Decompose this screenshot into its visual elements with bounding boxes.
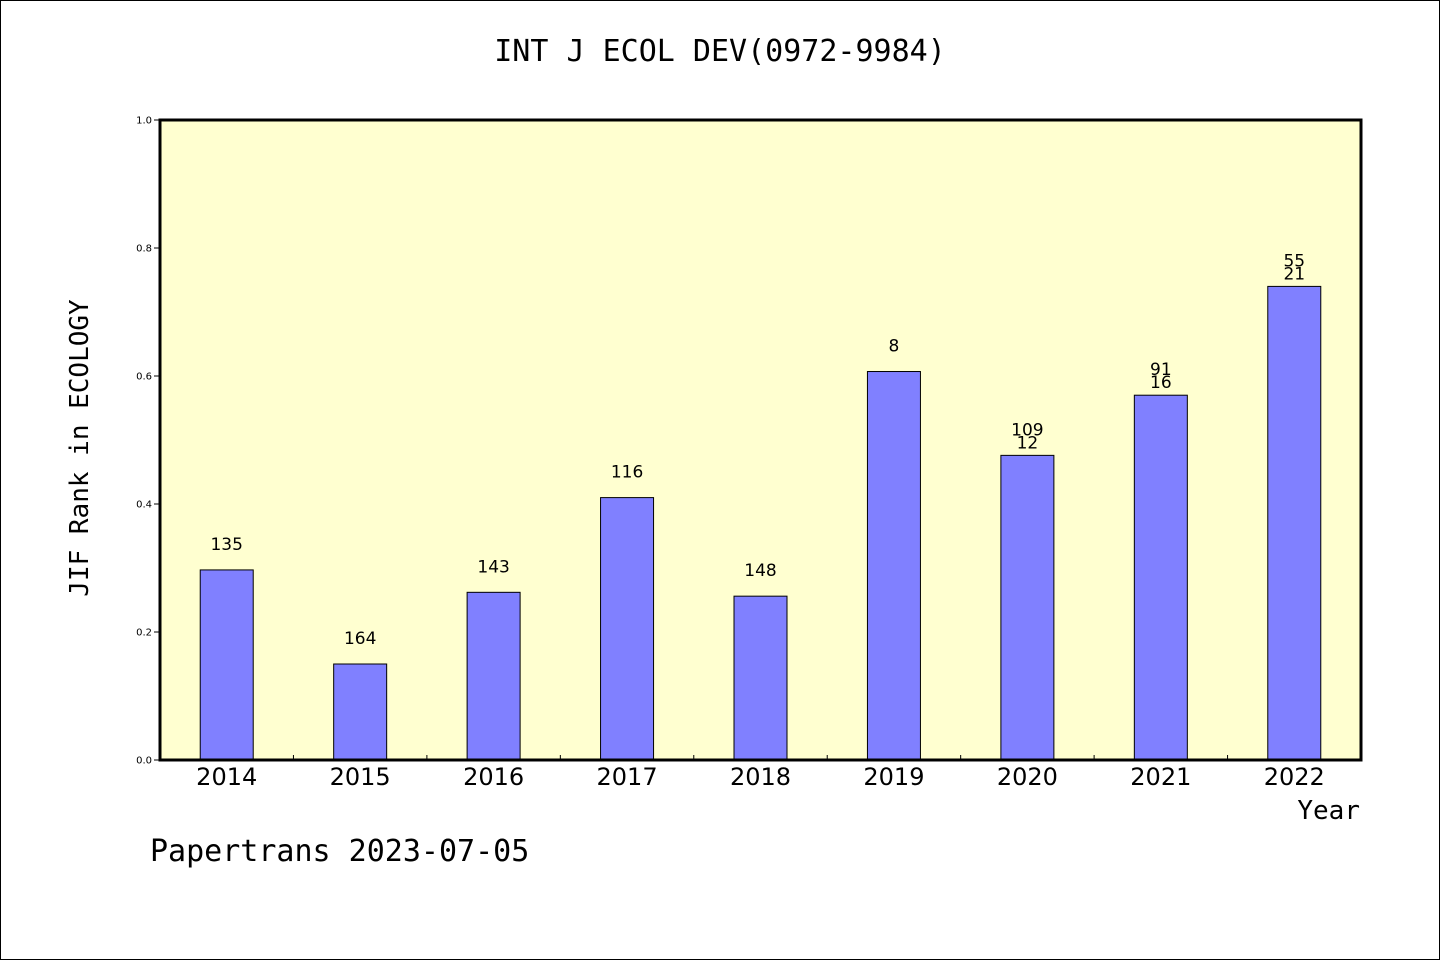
chart-title: INT J ECOL DEV(0972-9984): [494, 34, 946, 69]
plot-border: [158, 118, 1363, 762]
bar-2015: [333, 663, 388, 761]
x-tick-label: 2019: [863, 763, 924, 791]
x-tick-label: 2020: [997, 763, 1058, 791]
data-label: 148: [744, 561, 776, 581]
bar-2016: [466, 591, 521, 761]
x-tick-label: 2017: [597, 763, 658, 791]
x-tick-label: 2021: [1130, 763, 1191, 791]
x-tick-label: 2018: [730, 763, 791, 791]
y-tick-label: 0.6: [136, 372, 152, 383]
bar-2017: [600, 497, 655, 761]
data-label-total: 109: [1011, 420, 1043, 440]
bar-2020: [1000, 454, 1055, 761]
data-label: 135: [210, 535, 242, 555]
data-label-rank: 16: [1150, 373, 1172, 393]
x-tick-label: 2016: [463, 763, 524, 791]
data-label: 164: [344, 629, 376, 649]
bar-2018: [733, 595, 788, 761]
y-tick-label: 0.4: [136, 500, 152, 511]
data-label-total: 55: [1283, 251, 1305, 271]
data-label-total: 91: [1150, 360, 1172, 380]
data-label-rank: 21: [1283, 264, 1305, 284]
data-label: 8: [889, 337, 900, 357]
x-tick-label: 2014: [196, 763, 257, 791]
bar-2021: [1133, 394, 1188, 761]
data-label: 143: [477, 557, 509, 577]
y-tick-label: 0.2: [136, 628, 152, 639]
x-axis-label: Year: [1297, 796, 1360, 826]
bar-2022: [1267, 285, 1322, 761]
x-tick-label: 2015: [330, 763, 391, 791]
x-tick-label: 2022: [1264, 763, 1325, 791]
data-label: 116: [611, 463, 643, 483]
bar-2019: [866, 371, 921, 761]
y-tick-label: 0.8: [136, 244, 152, 255]
bar-2014: [199, 569, 254, 761]
y-tick-label: 1.0: [136, 116, 152, 127]
footer-credit: Papertrans 2023-07-05: [150, 834, 530, 869]
y-tick-label: 0.0: [136, 756, 152, 767]
data-label-rank: 12: [1017, 433, 1039, 453]
